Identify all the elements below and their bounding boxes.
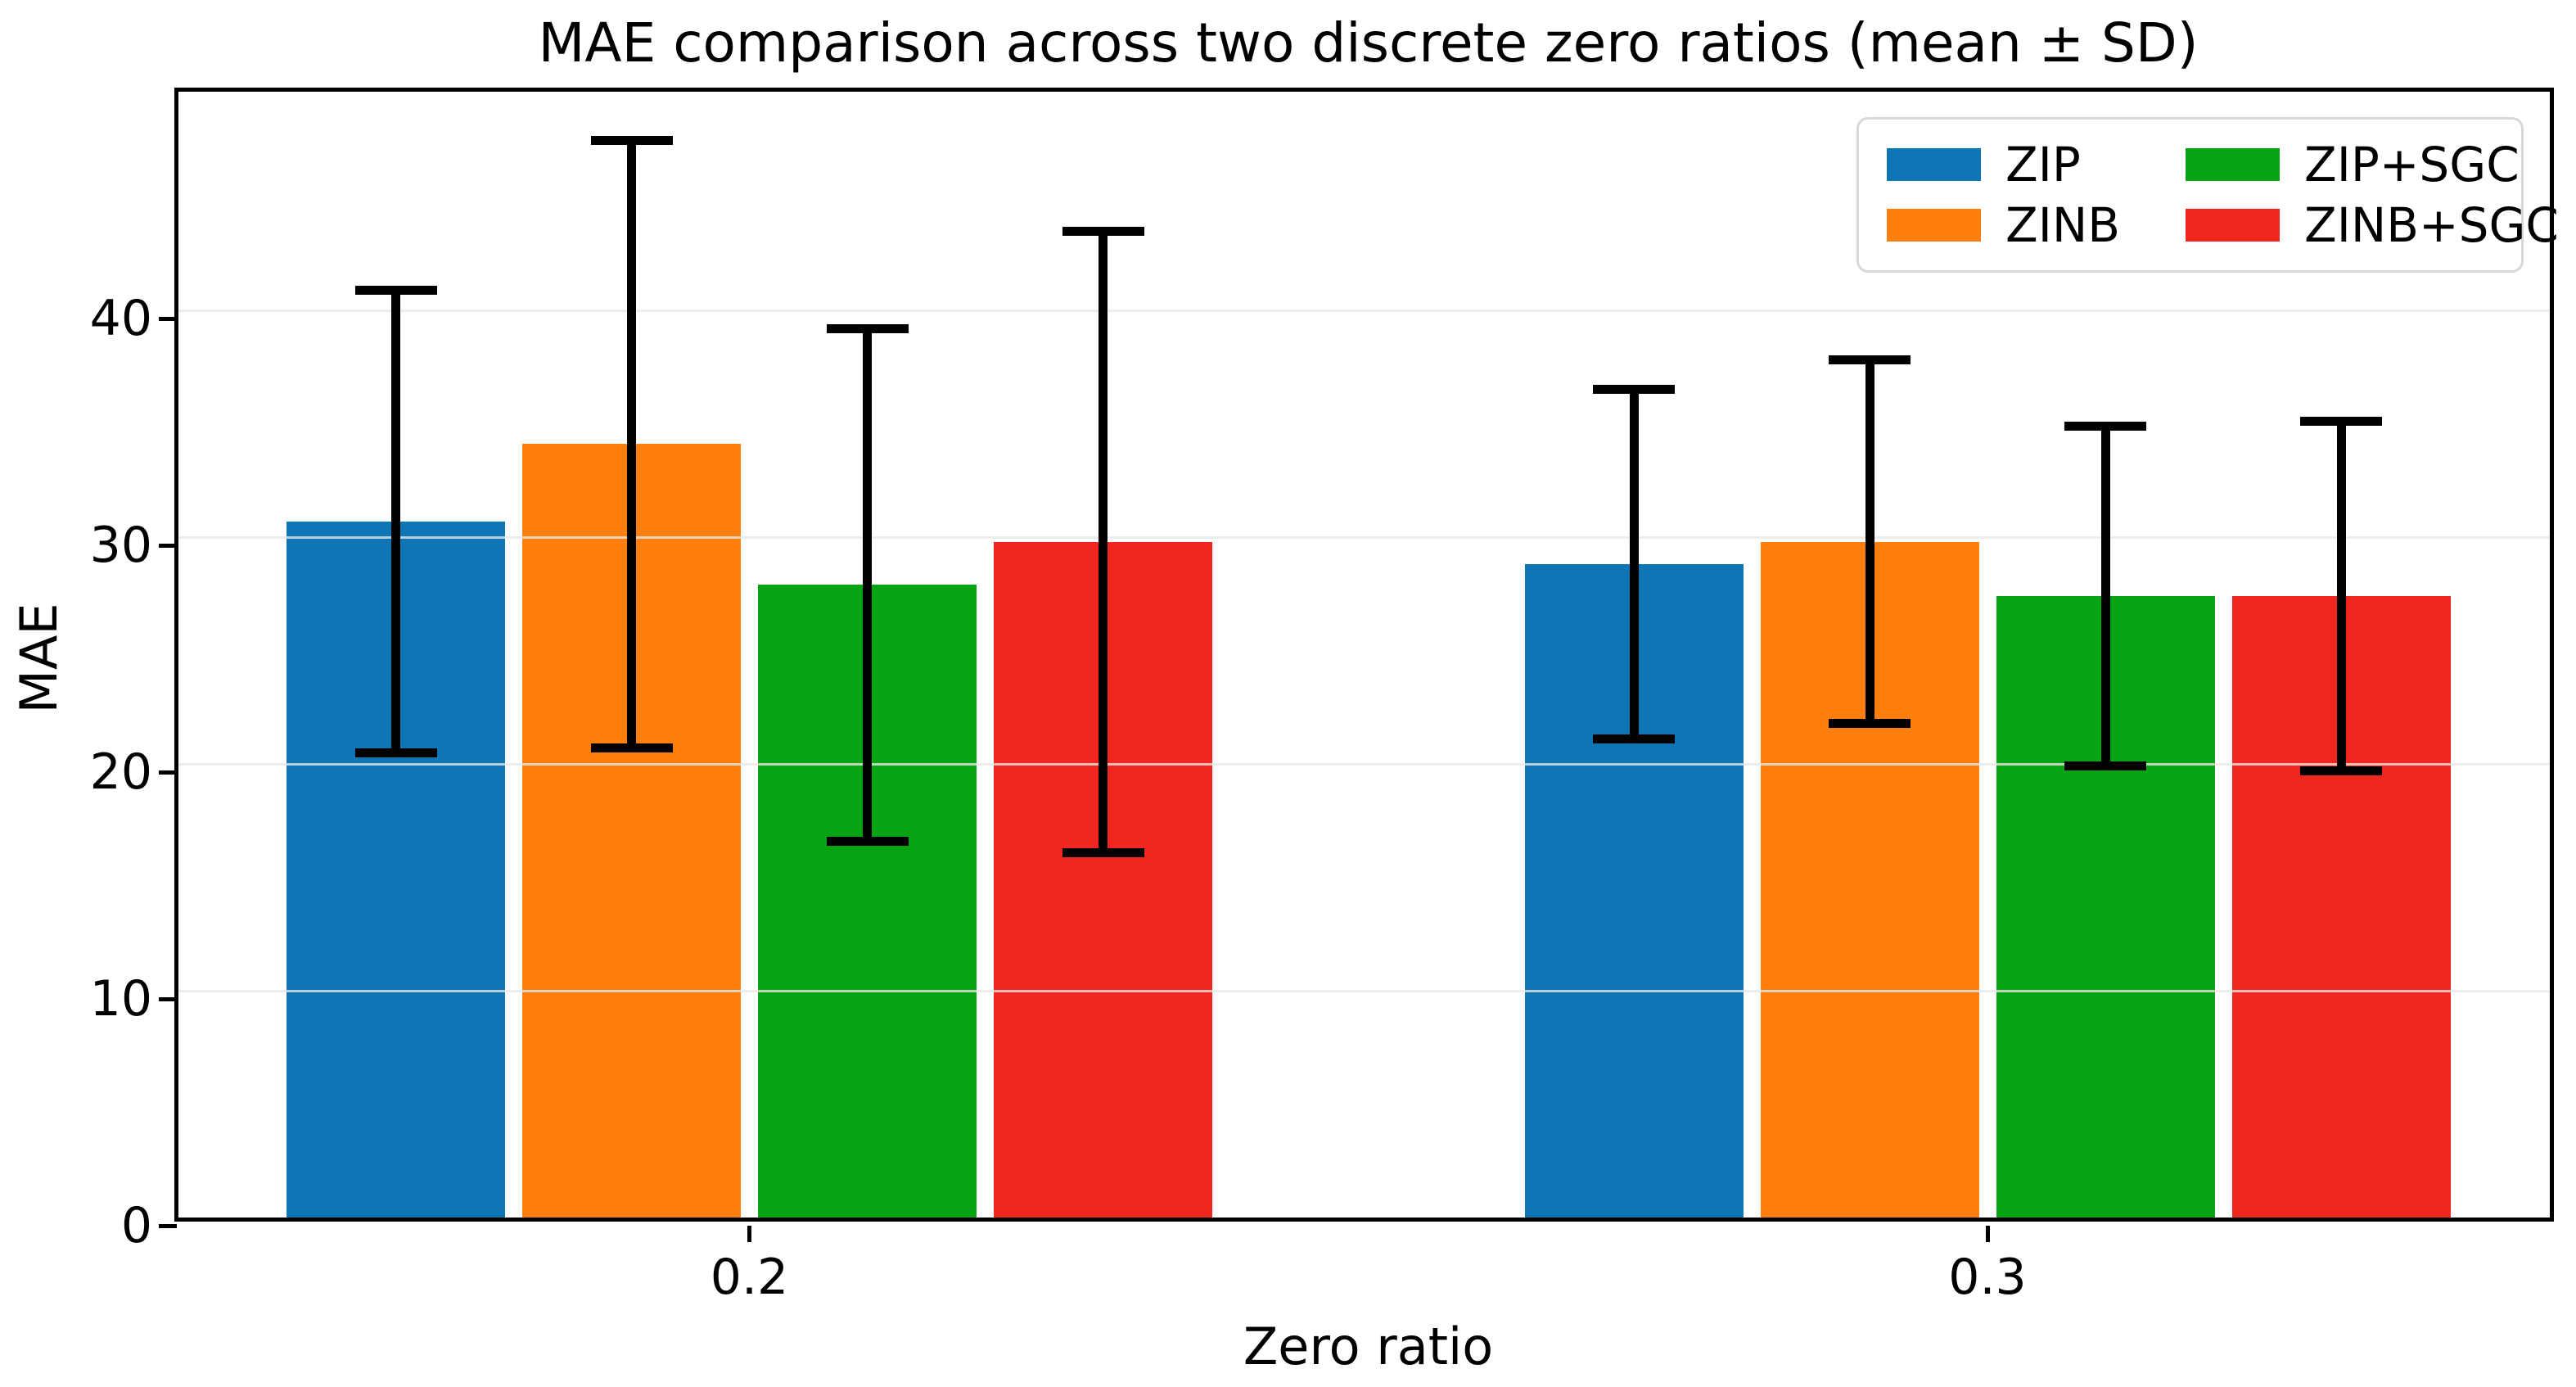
error-bar-line <box>391 290 400 753</box>
error-bar-line <box>863 328 872 842</box>
x-tick-mark-0.3 <box>1985 1226 1990 1242</box>
error-bar-line <box>2336 421 2346 771</box>
error-bar-cap-top <box>2300 417 2382 427</box>
legend: ZIP ZINB ZIP+SGC ZINB+SGC <box>1856 117 2559 273</box>
error-bar-cap-bottom <box>2300 766 2382 775</box>
error-bar-cap-bottom <box>354 748 437 757</box>
gridline-y-30 <box>178 535 2550 539</box>
error-bar-line <box>627 140 636 748</box>
y-tick-label-0: 0 <box>120 1197 152 1254</box>
error-bar-cap-bottom <box>826 836 909 846</box>
legend-swatch-icon <box>2186 209 2281 242</box>
legend-swatch-icon <box>2186 148 2281 181</box>
error-bar-cap-top <box>1593 385 1675 395</box>
error-bar-line <box>1629 389 1639 739</box>
error-bar-cap-bottom <box>1593 734 1675 744</box>
error-bar-cap-top <box>826 323 909 333</box>
y-tick-label-40: 40 <box>89 290 152 347</box>
legend-swatch-icon <box>1887 148 1981 181</box>
legend-item-zip: ZIP <box>1887 137 2120 192</box>
gridline-y-40 <box>178 309 2550 312</box>
legend-item-zinb: ZINB <box>1887 197 2120 253</box>
x-axis-label: Zero ratio <box>1243 1317 1494 1376</box>
error-bar-line <box>1865 359 1874 724</box>
legend-label: ZIP+SGC <box>2304 137 2520 192</box>
y-tick-label-30: 30 <box>89 517 152 574</box>
error-bar-line <box>2100 426 2110 766</box>
x-tick-label-0.2: 0.2 <box>710 1249 789 1306</box>
y-tick-mark-40 <box>159 316 177 321</box>
legend-swatch-icon <box>1887 209 1981 242</box>
error-bar-cap-top <box>1829 355 1911 365</box>
error-bar-cap-top <box>590 135 673 145</box>
error-bar-cap-bottom <box>1829 718 1911 728</box>
error-bar-cap-bottom <box>2064 761 2146 771</box>
legend-label: ZIP <box>2005 137 2081 192</box>
x-tick-mark-0.2 <box>747 1226 751 1242</box>
chart-title: MAE comparison across two discrete zero … <box>538 11 2199 75</box>
gridline-y-20 <box>178 762 2550 766</box>
error-bar-cap-bottom <box>590 743 673 753</box>
y-tick-mark-20 <box>159 770 177 775</box>
error-bar-cap-top <box>354 285 437 295</box>
y-tick-mark-0 <box>159 1223 177 1228</box>
y-tick-label-20: 20 <box>89 743 152 801</box>
y-axis-label: MAE <box>9 603 69 714</box>
legend-item-zip-sgc: ZIP+SGC <box>2186 137 2559 192</box>
error-bar-line <box>1099 231 1108 853</box>
legend-label: ZINB+SGC <box>2304 197 2559 253</box>
legend-item-zinb-sgc: ZINB+SGC <box>2186 197 2559 253</box>
y-tick-label-10: 10 <box>89 970 152 1028</box>
y-tick-mark-30 <box>159 543 177 548</box>
error-bar-cap-top <box>2064 421 2146 431</box>
plot-area <box>174 88 2554 1222</box>
error-bar-cap-bottom <box>1062 847 1144 857</box>
y-tick-mark-10 <box>159 996 177 1001</box>
x-tick-label-0.3: 0.3 <box>1948 1249 2027 1306</box>
gridline-y-10 <box>178 989 2550 992</box>
error-bar-cap-top <box>1062 226 1144 236</box>
legend-label: ZINB <box>2005 197 2121 253</box>
